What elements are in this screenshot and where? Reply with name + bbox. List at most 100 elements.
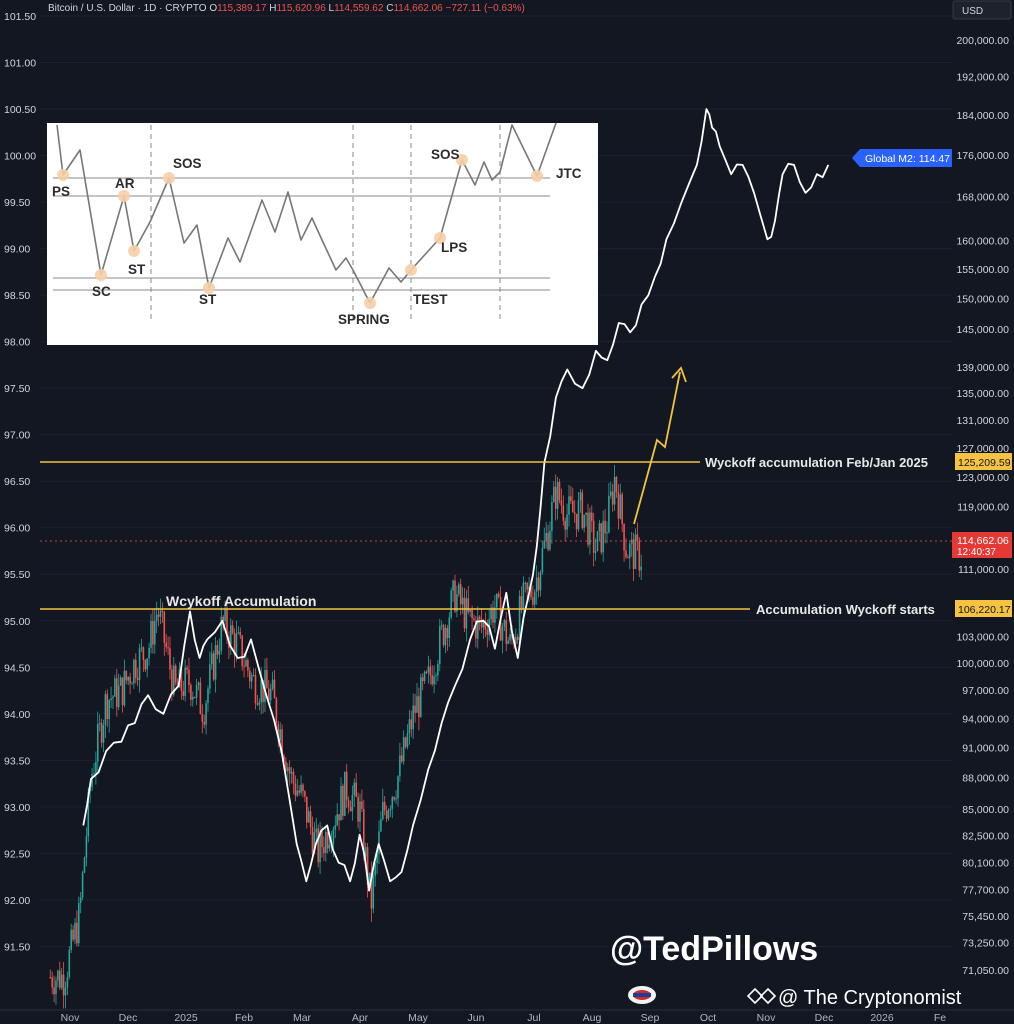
- candle-body: [539, 572, 542, 591]
- candle-body: [604, 520, 606, 534]
- candle-body: [520, 596, 523, 610]
- right-tick-label: 139,000.00: [956, 362, 1009, 374]
- candle-body: [235, 633, 238, 656]
- wyckoff-bottom-label: Accumulation Wyckoff starts: [756, 602, 935, 617]
- wyckoff-bottom-tag-bg: [955, 600, 1012, 617]
- candle-body: [220, 616, 223, 651]
- inset-event-label: PS: [52, 184, 70, 199]
- candle-body: [106, 694, 109, 720]
- candle-body: [72, 929, 74, 940]
- inset-event-marker: [163, 172, 175, 184]
- inset-event-label: TEST: [413, 292, 448, 307]
- candle-body: [469, 610, 471, 612]
- candle-body: [248, 670, 251, 682]
- candle-body: [117, 685, 120, 708]
- candle-body: [180, 669, 183, 691]
- candle-body: [209, 664, 211, 689]
- right-tick-label: 131,000.00: [956, 415, 1009, 427]
- x-tick-label: Nov: [757, 1012, 776, 1024]
- candle-body: [153, 621, 156, 645]
- candle-body: [507, 640, 509, 644]
- candle-body: [564, 520, 566, 530]
- candle-body: [70, 929, 72, 950]
- candle-body: [431, 675, 433, 685]
- candle-body: [349, 807, 352, 812]
- candle-body: [611, 491, 614, 505]
- candle-body: [387, 810, 390, 819]
- left-tick-label: 95.00: [4, 616, 30, 628]
- candle-body: [231, 625, 234, 634]
- candle-body: [476, 616, 479, 639]
- candle-body: [590, 512, 593, 521]
- candle-body: [83, 857, 86, 873]
- inset-event-marker: [203, 282, 215, 294]
- candle-body: [256, 703, 259, 705]
- candle-body: [421, 677, 424, 682]
- candle-body: [277, 724, 280, 741]
- ohlc-value: 114,662.06: [393, 3, 445, 14]
- candle-body: [319, 831, 321, 863]
- inset-event-marker: [405, 264, 417, 276]
- candle-body: [205, 703, 207, 725]
- right-tick-label: 85,000.00: [962, 804, 1009, 816]
- time-axis[interactable]: Nov Dec 2025 Feb Mar Apr May Jun Jul Aug Sep Oct Nov…: [0, 1009, 1014, 1024]
- btc-candles: [49, 465, 642, 1009]
- candle-body: [623, 524, 625, 551]
- candle-body: [102, 725, 105, 743]
- candle-body: [110, 698, 112, 701]
- candle-body: [486, 629, 489, 635]
- candle-body: [465, 598, 468, 629]
- right-axis-usd[interactable]: 200,000.00 192,000.00 184,000.00 176,000.00…: [956, 35, 1009, 977]
- candle-body: [556, 481, 559, 509]
- candle-body: [478, 616, 481, 619]
- left-tick-label: 98.00: [4, 337, 30, 349]
- x-tick-label: 2026: [870, 1012, 894, 1024]
- candle-body: [163, 611, 166, 643]
- candle-body: [495, 593, 498, 608]
- candle-body: [197, 682, 200, 686]
- candle-body: [494, 607, 496, 623]
- candle-body: [190, 685, 192, 700]
- candle-body: [362, 808, 365, 857]
- candle-body: [258, 702, 261, 705]
- x-tick-label: May: [408, 1012, 429, 1024]
- candle-body: [587, 512, 589, 545]
- candle-body: [503, 620, 506, 627]
- inset-background: [47, 123, 598, 345]
- candle-body: [351, 794, 354, 812]
- candle-body: [85, 836, 88, 858]
- projection-arrow-head: [671, 366, 687, 383]
- symbol-name: Bitcoin / U.S. Dollar · 1D · CRYPTO: [48, 3, 209, 14]
- left-tick-label: 99.00: [4, 244, 30, 256]
- right-tick-label: 71,050.00: [962, 965, 1009, 977]
- candle-body: [545, 532, 547, 541]
- candle-body: [324, 832, 327, 854]
- candle-body: [104, 694, 107, 726]
- candle-body: [459, 584, 462, 605]
- right-tick-label: 135,000.00: [956, 388, 1009, 400]
- candle-body: [157, 614, 160, 617]
- candle-body: [630, 539, 633, 544]
- candle-body: [435, 675, 437, 677]
- candle-body: [577, 500, 580, 530]
- candle-body: [210, 653, 213, 665]
- candle-body: [271, 679, 274, 689]
- x-tick-label: Sep: [641, 1012, 660, 1024]
- candle-body: [585, 512, 587, 515]
- candle-body: [326, 832, 329, 849]
- watermark-logo-icon: [628, 986, 656, 1004]
- wyckoff-bottom-tag: 106,220.17: [958, 604, 1011, 616]
- candle-body: [51, 977, 53, 988]
- candle-body: [606, 532, 608, 534]
- right-tick-label: 111,000.00: [958, 564, 1009, 576]
- left-axis-m2[interactable]: 101.50 101.00 100.50 100.00 99.50 99.00 98.50 9…: [4, 11, 36, 953]
- candle-body: [393, 797, 395, 800]
- currency-label[interactable]: USD: [952, 0, 1012, 20]
- candle-body: [307, 811, 310, 823]
- x-tick-label: Aug: [583, 1012, 602, 1024]
- right-tick-label: 150,000.00: [956, 294, 1009, 306]
- candle-body: [222, 616, 224, 621]
- inset-event-label: LPS: [441, 240, 467, 255]
- candle-body: [406, 733, 409, 747]
